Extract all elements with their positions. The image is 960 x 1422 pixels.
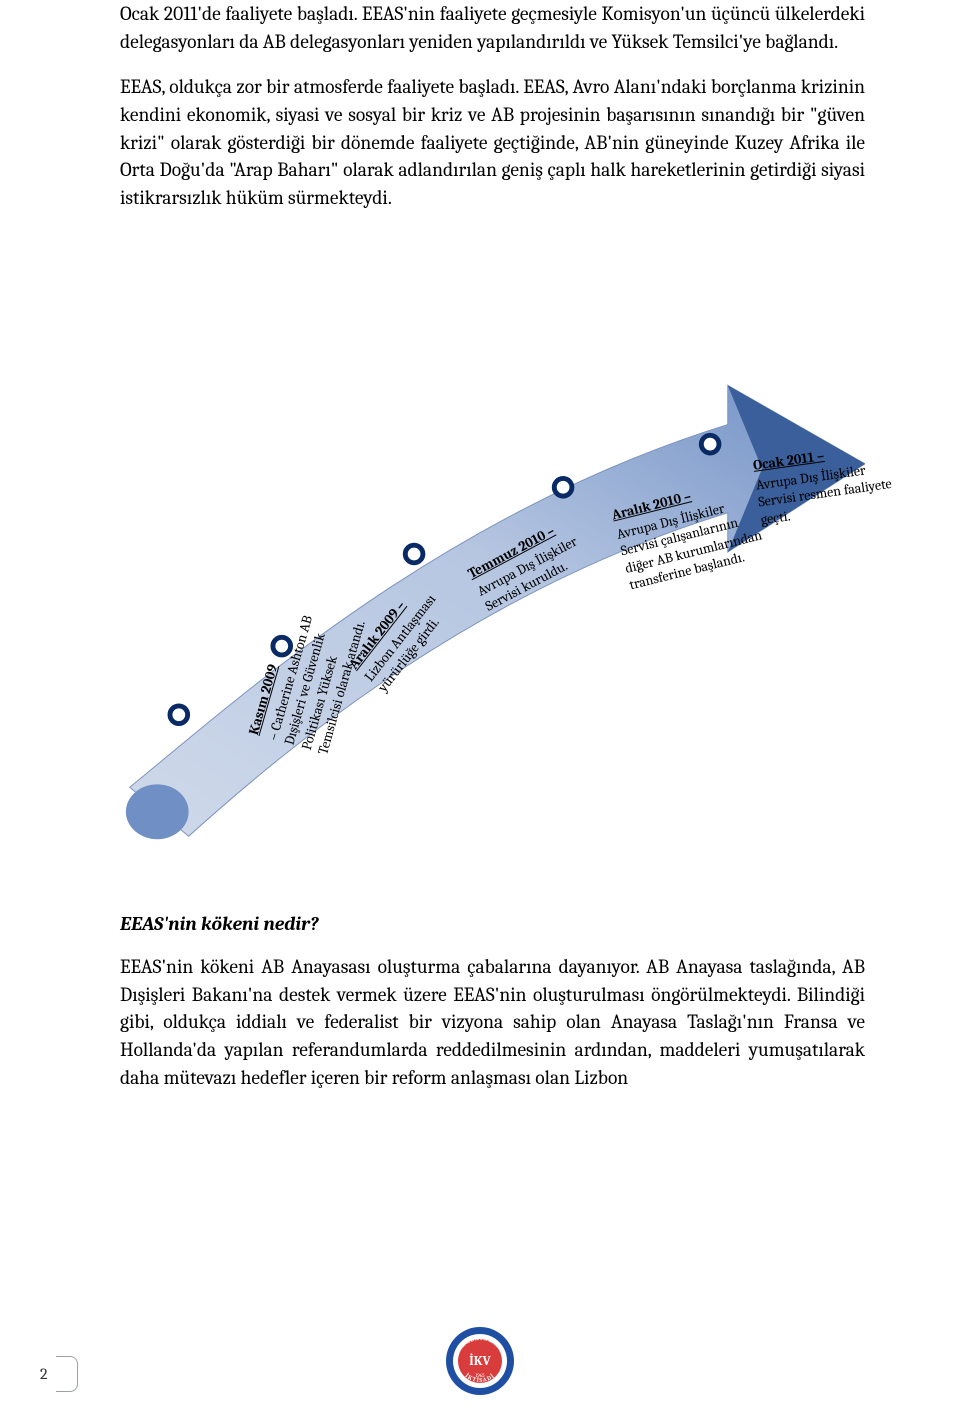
page-number-bracket-icon [56, 1356, 78, 1392]
milestone-dot [554, 478, 572, 496]
logo-center-text: İKV [469, 1353, 491, 1369]
timeline-diagram: Kasım 2009 – Catherine Ashton AB Dışişle… [120, 232, 865, 872]
body-paragraph-2: EEAS, oldukça zor bir atmosferde faaliye… [120, 73, 865, 211]
milestone-dot [170, 706, 188, 724]
page-number: 2 [40, 1365, 48, 1383]
logo-star-icon [504, 1360, 507, 1363]
body-paragraph-3: EEAS'nin kökeni AB Anayasası oluşturma ç… [120, 953, 865, 1091]
page-number-wrap: 2 [40, 1356, 78, 1392]
page: Ocak 2011'de faaliyete başladı. EEAS'nin… [0, 0, 960, 1422]
ikv-logo-svg: KALKINMA İKTİSADİ İKV 1965 [445, 1326, 515, 1396]
arrow-tail-cap [126, 784, 189, 839]
logo-year: 1965 [476, 1372, 486, 1379]
milestone-dot [701, 435, 719, 453]
milestone-dot [405, 545, 423, 563]
logo-star-icon [454, 1360, 457, 1363]
body-paragraph-1: Ocak 2011'de faaliyete başladı. EEAS'nin… [120, 0, 865, 55]
ikv-logo: KALKINMA İKTİSADİ İKV 1965 [445, 1326, 515, 1400]
section-heading: EEAS'nin kökeni nedir? [120, 912, 865, 935]
